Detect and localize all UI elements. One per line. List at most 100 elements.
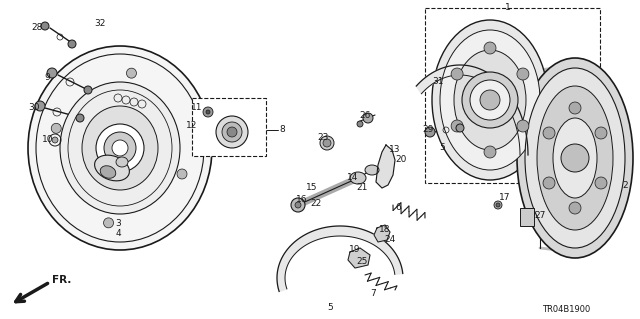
Circle shape (595, 177, 607, 189)
Circle shape (561, 144, 589, 172)
Bar (520, 208, 534, 226)
Text: 15: 15 (307, 183, 317, 192)
Text: 17: 17 (499, 194, 511, 203)
Ellipse shape (553, 118, 597, 198)
Circle shape (357, 121, 363, 127)
Circle shape (484, 42, 496, 54)
Polygon shape (348, 248, 370, 268)
Text: 1: 1 (505, 4, 511, 12)
Text: 9: 9 (44, 72, 50, 81)
Circle shape (104, 218, 113, 228)
Circle shape (47, 68, 57, 78)
Text: 6: 6 (395, 204, 401, 212)
Text: FR.: FR. (52, 275, 72, 285)
Circle shape (569, 202, 581, 214)
Text: 21: 21 (356, 183, 368, 192)
Circle shape (227, 127, 237, 137)
Polygon shape (277, 226, 403, 292)
Circle shape (451, 68, 463, 80)
Circle shape (320, 136, 334, 150)
Ellipse shape (525, 68, 625, 248)
Circle shape (52, 137, 58, 143)
Polygon shape (376, 145, 395, 188)
Circle shape (470, 80, 510, 120)
Text: 24: 24 (385, 235, 396, 244)
Text: 31: 31 (432, 78, 444, 86)
Circle shape (456, 124, 464, 132)
Text: 13: 13 (389, 145, 401, 154)
Circle shape (517, 120, 529, 132)
Bar (425, 8, 600, 183)
Circle shape (295, 202, 301, 208)
Circle shape (595, 127, 607, 139)
Text: 14: 14 (348, 174, 358, 182)
Text: 18: 18 (380, 226, 391, 234)
Circle shape (462, 72, 518, 128)
Circle shape (35, 101, 45, 111)
Circle shape (517, 68, 529, 80)
Text: 32: 32 (94, 19, 106, 28)
Text: TR04B1900: TR04B1900 (541, 306, 590, 315)
Circle shape (84, 86, 92, 94)
Text: 19: 19 (349, 246, 361, 255)
Text: 11: 11 (191, 103, 203, 113)
Text: 29: 29 (422, 125, 434, 135)
Circle shape (543, 127, 555, 139)
Circle shape (68, 40, 76, 48)
Circle shape (206, 110, 210, 114)
Text: 28: 28 (31, 24, 43, 33)
Circle shape (203, 107, 213, 117)
Ellipse shape (365, 165, 379, 175)
Ellipse shape (28, 46, 212, 250)
Ellipse shape (432, 20, 548, 180)
Text: 12: 12 (186, 122, 198, 130)
Circle shape (569, 102, 581, 114)
Text: 10: 10 (42, 136, 54, 145)
Text: 26: 26 (359, 110, 371, 120)
Circle shape (363, 113, 373, 123)
Circle shape (41, 22, 49, 30)
Ellipse shape (517, 58, 633, 258)
Circle shape (451, 120, 463, 132)
Circle shape (216, 116, 248, 148)
Circle shape (104, 132, 136, 164)
Text: 8: 8 (279, 125, 285, 135)
Ellipse shape (116, 157, 128, 167)
Text: 22: 22 (310, 199, 322, 209)
Circle shape (480, 90, 500, 110)
Ellipse shape (95, 155, 129, 181)
Ellipse shape (440, 30, 540, 170)
Circle shape (291, 198, 305, 212)
Text: 27: 27 (534, 211, 546, 220)
Circle shape (494, 201, 502, 209)
Circle shape (177, 169, 187, 179)
Text: 2: 2 (622, 181, 628, 189)
Text: 16: 16 (296, 196, 308, 204)
Bar (192, 98, 266, 156)
Circle shape (96, 124, 144, 172)
Text: 30: 30 (28, 103, 40, 113)
Polygon shape (416, 65, 528, 155)
Polygon shape (374, 225, 390, 242)
Circle shape (127, 68, 136, 78)
Circle shape (222, 122, 242, 142)
Circle shape (496, 203, 500, 207)
Circle shape (484, 146, 496, 158)
Ellipse shape (350, 172, 366, 184)
Text: 3: 3 (115, 219, 121, 227)
Ellipse shape (537, 86, 613, 230)
Text: 7: 7 (370, 288, 376, 298)
Text: 20: 20 (396, 155, 406, 165)
Text: 4: 4 (115, 228, 121, 238)
Ellipse shape (100, 166, 116, 178)
Ellipse shape (60, 82, 180, 214)
Circle shape (543, 177, 555, 189)
Circle shape (51, 123, 61, 133)
Circle shape (323, 139, 331, 147)
Circle shape (112, 140, 128, 156)
Ellipse shape (82, 106, 158, 190)
Text: 5: 5 (327, 303, 333, 313)
Text: 23: 23 (317, 132, 329, 142)
Text: 25: 25 (356, 257, 368, 266)
Text: 5: 5 (439, 144, 445, 152)
